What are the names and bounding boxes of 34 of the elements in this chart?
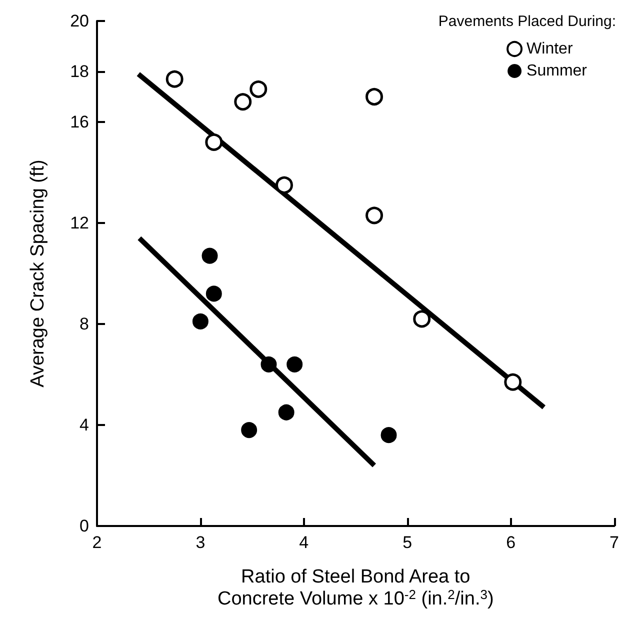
x-tick-label: 6 — [506, 533, 516, 552]
point — [202, 248, 218, 264]
point — [380, 427, 397, 444]
point — [234, 93, 252, 111]
point — [413, 310, 431, 328]
point — [250, 80, 268, 98]
y-tick-label: 18 — [70, 62, 89, 81]
point — [366, 88, 384, 106]
y-tick-label: 4 — [80, 416, 89, 434]
point — [278, 404, 294, 420]
point — [206, 286, 222, 302]
x-tick-label: 5 — [402, 533, 412, 552]
point — [286, 356, 303, 372]
point — [366, 206, 384, 224]
point — [166, 70, 184, 88]
point — [205, 133, 223, 151]
y-tick-label: 12 — [70, 214, 89, 232]
x-tick-label: 2 — [92, 533, 102, 552]
legend-title: Pavements Placed During: — [438, 13, 616, 30]
y-tick-label: 16 — [70, 112, 89, 132]
y-tick-label: 0 — [80, 516, 89, 536]
point — [192, 313, 208, 330]
y-tick-label: 20 — [70, 12, 89, 30]
point — [260, 356, 277, 372]
x-tick-label: 7 — [610, 533, 620, 552]
point — [504, 373, 522, 391]
x-tick-label: 4 — [299, 533, 309, 552]
y-axis-title: Average Crack Spacing (ft) — [28, 160, 48, 388]
legend-label: Summer — [526, 62, 588, 80]
point — [276, 176, 294, 194]
legend-label: Winter — [526, 40, 574, 58]
point — [241, 422, 258, 438]
x-tick-label: 3 — [196, 533, 206, 552]
y-tick-label: 8 — [80, 314, 89, 334]
